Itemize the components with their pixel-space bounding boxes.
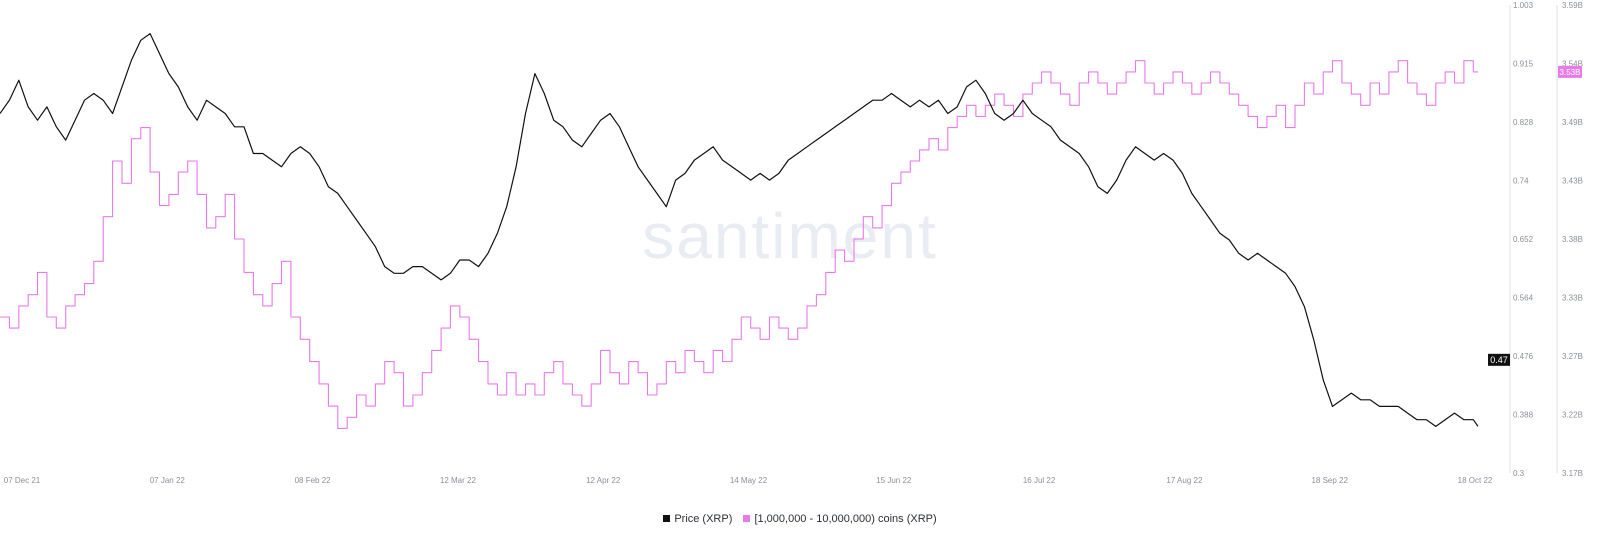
left-axis-tick-label: 1.003 [1513,1,1534,10]
x-axis-tick-label: 16 Jul 22 [1023,476,1056,485]
x-axis-tick-label: 15 Jun 22 [876,476,912,485]
left-axis-tick-label: 0.476 [1513,352,1534,361]
right-axis-tick-label: 3.54B [1562,60,1583,69]
legend: Price (XRP) [1,000,000 - 10,000,000) coi… [0,513,1600,525]
legend-label-holders: [1,000,000 - 10,000,000) coins (XRP) [754,513,937,525]
current-value-labels: 0.47 3.53B [1488,65,1582,366]
legend-swatch-price [663,515,671,522]
right-axis-tick-label: 3.38B [1562,235,1583,244]
x-axis-ticks: 07 Dec 21 07 Jan 22 08 Feb 22 12 Mar 22 12 A… [4,476,1493,485]
watermark: santiment [642,200,937,272]
holders-series-line [0,60,1478,429]
legend-item-price[interactable]: Price (XRP) [663,513,732,525]
x-axis-tick-label: 17 Aug 22 [1166,476,1203,485]
x-axis-tick-label: 07 Jan 22 [150,476,186,485]
left-axis-tick-label: 0.915 [1513,60,1534,69]
x-axis-tick-label: 18 Oct 22 [1458,476,1493,485]
right-axis-tick-label: 3.59B [1562,1,1583,10]
price-series-line [0,33,1479,427]
legend-item-holders[interactable]: [1,000,000 - 10,000,000) coins (XRP) [743,513,937,525]
left-axis-tick-label: 0.388 [1513,411,1534,420]
left-axis-tick-label: 0.564 [1513,294,1534,303]
left-axis-tick-label: 0.3 [1513,469,1525,478]
right-axis-tick-label: 3.43B [1562,177,1583,186]
left-axis-tick-label: 0.828 [1513,118,1534,127]
right-axis-tick-label: 3.33B [1562,294,1583,303]
x-axis-tick-label: 12 Mar 22 [440,476,477,485]
current-holders-label: 3.53B [1560,68,1581,77]
current-price-badge [1488,353,1510,366]
x-axis-tick-label: 18 Sep 22 [1311,476,1348,485]
series-layer [0,33,1479,429]
current-holders-badge [1558,65,1582,78]
right-axis-tick-label: 3.17B [1562,469,1583,478]
right-axis-ticks: 3.59B 3.54B 3.49B 3.43B 3.38B 3.33B 3.27B 3.22B… [1562,1,1583,478]
right-axis-tick-label: 3.22B [1562,411,1583,420]
left-axis-ticks: 1.003 0.915 0.828 0.74 0.652 0.564 0.476 0.388 0… [1513,1,1534,478]
x-axis-tick-label: 14 May 22 [730,476,768,485]
legend-swatch-holders [743,515,751,522]
right-axis-tick-label: 3.49B [1562,118,1583,127]
current-price-label: 0.47 [1490,355,1508,365]
x-axis-tick-label: 12 Apr 22 [586,476,621,485]
right-axis-tick-label: 3.27B [1562,352,1583,361]
legend-label-price: Price (XRP) [674,513,733,525]
left-axis-tick-label: 0.652 [1513,235,1534,244]
left-axis-tick-label: 0.74 [1513,177,1529,186]
x-axis-tick-label: 07 Dec 21 [4,476,41,485]
x-axis-tick-label: 08 Feb 22 [295,476,332,485]
